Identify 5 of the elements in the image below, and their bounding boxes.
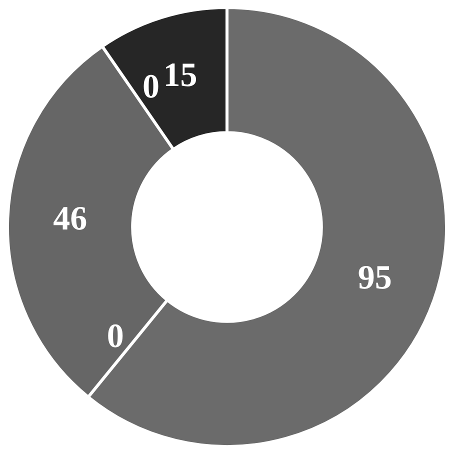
text: 0 [142, 68, 160, 106]
data-label: 95 [358, 259, 392, 296]
data-label: 46 [53, 200, 88, 238]
text: 0 [106, 318, 124, 356]
data-label: 15 [163, 56, 198, 94]
